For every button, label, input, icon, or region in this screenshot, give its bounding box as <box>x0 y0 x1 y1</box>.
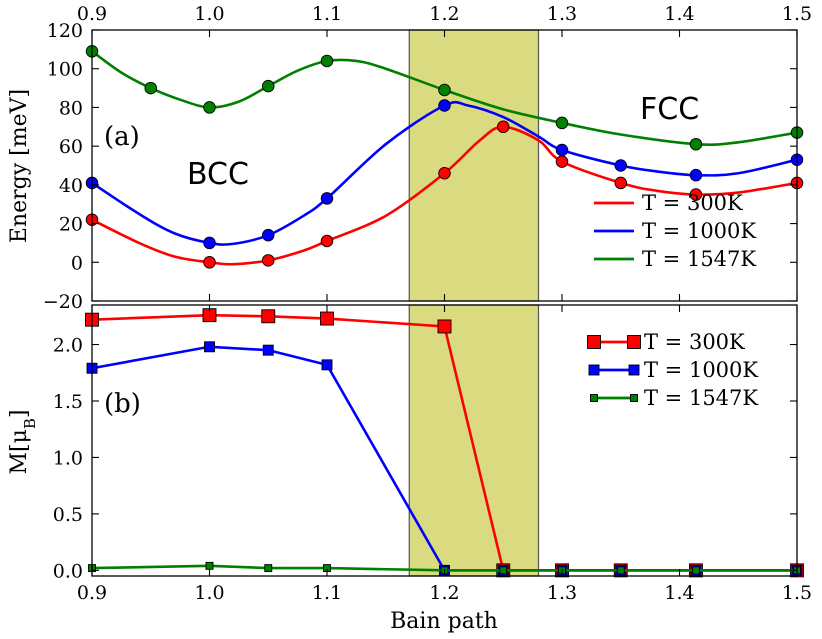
y-tick-label: 2.0 <box>53 335 83 357</box>
shaded-transition-region <box>408 29 540 302</box>
top-x-tick-label: 1.1 <box>312 3 342 25</box>
data-point <box>262 254 275 267</box>
data-point <box>555 116 569 130</box>
x-tick-label: 1.0 <box>194 582 224 604</box>
data-point <box>499 566 508 575</box>
data-point <box>203 256 216 269</box>
legend-entry: T = 1547K <box>644 386 758 410</box>
top-x-tick-label: 1.4 <box>664 3 694 25</box>
data-point <box>614 159 628 172</box>
y-axis-label-sub: B <box>21 418 39 429</box>
data-point <box>320 54 334 68</box>
magnetization-panel: 0.0 0.5 1.0 1.5 2.0 (b) 0.9 1.0 1.1 1.2 1.3 1.4 1.5 B… <box>7 304 812 634</box>
data-point <box>320 234 334 248</box>
y-tick-label: −20 <box>43 291 83 313</box>
legend-marker <box>630 394 638 402</box>
legend-entry: T = 300K <box>644 330 745 354</box>
data-point <box>262 228 275 242</box>
y-tick-label: 40 <box>59 175 83 197</box>
y-tick-label: 0.5 <box>53 504 83 526</box>
panel-label: (b) <box>104 389 141 419</box>
legend-marker <box>590 394 598 402</box>
legend: T = 300K T = 1000K T = 1547K <box>594 191 756 271</box>
y-tick-label: 100 <box>47 59 83 81</box>
data-point <box>614 176 628 190</box>
legend-entry: T = 1547K <box>642 247 756 271</box>
legend-entry: T = 300K <box>642 191 743 215</box>
x-tick-label: 1.2 <box>429 582 459 604</box>
legend-marker <box>628 364 640 376</box>
x-tick-label: 0.9 <box>77 582 107 604</box>
x-tick-label: 1.4 <box>664 582 694 604</box>
energy-panel: −20 0 20 40 60 80 100 120 (a) 0.9 1.0 1.1 1.2 1.3 1.4 1… <box>7 3 812 313</box>
top-x-tick-label: 0.9 <box>77 3 107 25</box>
data-point <box>203 236 216 250</box>
data-point <box>321 359 333 371</box>
y-tick-label: 0.0 <box>53 560 83 582</box>
y-tick-label: 20 <box>59 214 83 236</box>
data-point <box>203 101 216 114</box>
data-point <box>555 155 569 168</box>
data-point <box>689 137 703 151</box>
data-point <box>320 311 334 326</box>
data-point <box>264 564 273 573</box>
top-x-tick-label: 1.5 <box>782 3 812 25</box>
legend-entry: T = 1000K <box>642 219 756 243</box>
legend-marker <box>627 335 641 349</box>
y-axis-label: Energy [meV] <box>7 89 32 243</box>
data-point <box>689 188 703 201</box>
y-axis-label: M[μB] <box>7 409 39 474</box>
legend: T = 300K T = 1000K T = 1547K <box>587 330 758 410</box>
top-x-tick-label: 1.3 <box>547 3 577 25</box>
data-point <box>689 168 703 182</box>
x-tick-label: 1.5 <box>782 582 812 604</box>
series-t-300k <box>85 120 804 269</box>
x-tick-label: 1.3 <box>547 582 577 604</box>
y-tick-label: 80 <box>59 97 83 119</box>
y-tick-label: 1.5 <box>53 391 83 413</box>
data-point <box>320 192 334 205</box>
legend-entry: T = 1000K <box>644 358 758 382</box>
data-point <box>262 79 275 93</box>
data-point <box>204 341 215 353</box>
y-tick-label: 120 <box>47 20 83 42</box>
data-point <box>205 561 214 570</box>
x-axis-label: Bain path <box>390 609 498 634</box>
y-axis-label-main: M[μ <box>7 429 32 474</box>
data-point <box>497 120 510 134</box>
data-point <box>438 166 451 180</box>
legend-marker <box>588 364 600 376</box>
fcc-annotation: FCC <box>640 92 699 127</box>
data-point <box>144 81 157 95</box>
shaded-transition-region <box>408 304 540 577</box>
top-x-tick-label: 1.2 <box>429 3 459 25</box>
panel-label: (a) <box>104 122 140 152</box>
legend-marker <box>587 335 601 349</box>
top-x-tick-label: 1.0 <box>194 3 224 25</box>
y-axis-label-end: ] <box>7 409 32 418</box>
x-tick-label: 1.1 <box>312 582 342 604</box>
data-point <box>438 83 451 97</box>
data-point <box>262 344 274 356</box>
bcc-annotation: BCC <box>187 157 249 192</box>
y-tick-label: 0 <box>71 252 83 274</box>
series-line <box>91 50 798 147</box>
data-point <box>438 99 451 112</box>
series-line <box>91 564 797 572</box>
data-point <box>261 309 276 324</box>
data-point <box>616 566 625 575</box>
data-point <box>692 566 700 575</box>
y-tick-label: 60 <box>59 136 83 158</box>
data-point <box>555 143 569 157</box>
data-point <box>437 319 452 334</box>
y-tick-label: 1.0 <box>53 447 83 469</box>
